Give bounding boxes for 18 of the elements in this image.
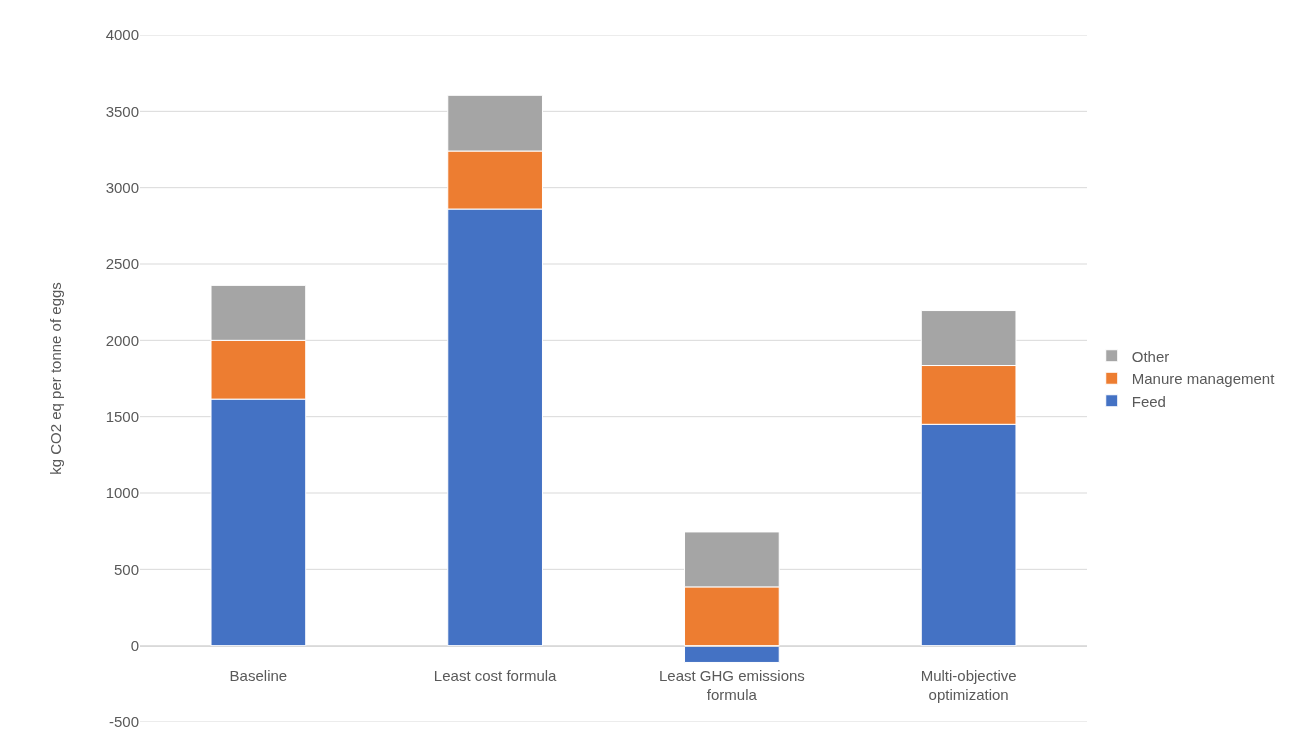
y-tick-label: 2000 <box>105 331 139 349</box>
y-tick-label: -500 <box>108 713 139 731</box>
y-tick-label: 4000 <box>105 26 139 44</box>
y-axis-title: kg CO2 eq per tonne of eggs <box>46 282 64 475</box>
x-tick-label: Least cost formula <box>433 666 558 684</box>
y-tick-label: 3500 <box>105 102 139 120</box>
x-tick-label: Multi-objective optimization <box>920 666 1017 704</box>
y-tick-label: 3000 <box>105 178 139 196</box>
x-tick-label: Baseline <box>229 666 288 684</box>
legend-label: Other <box>1131 347 1170 365</box>
y-tick-label: 1500 <box>105 407 139 425</box>
y-tick-label: 0 <box>130 636 139 654</box>
legend-label: Feed <box>1131 392 1166 410</box>
legend-label: Manure management <box>1131 370 1276 388</box>
y-tick-label: 1000 <box>105 484 139 502</box>
y-tick-label: 500 <box>113 560 139 578</box>
x-tick-label: Least GHG emissions formula <box>658 666 805 704</box>
y-tick-label: 2500 <box>105 255 139 273</box>
